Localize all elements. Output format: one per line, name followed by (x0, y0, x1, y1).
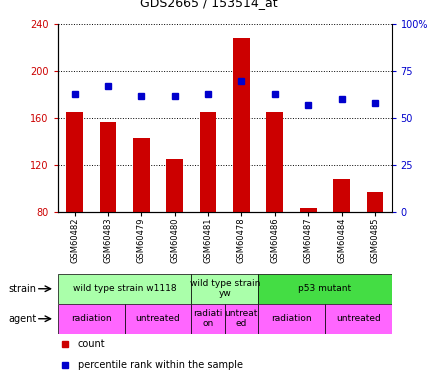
Bar (200, 112, 216, 212)
Bar (233, 39, 250, 212)
Bar (333, 179, 350, 212)
Bar (367, 192, 383, 212)
Bar (191, 274, 258, 304)
Bar (258, 274, 392, 304)
Text: untreated: untreated (336, 314, 380, 323)
Bar (58, 304, 125, 334)
Bar (58, 274, 191, 304)
Bar (325, 304, 392, 334)
Text: untreat
ed: untreat ed (225, 309, 258, 328)
Bar (225, 304, 258, 334)
Text: strain: strain (9, 284, 36, 294)
Text: GDS2665 / 153514_at: GDS2665 / 153514_at (140, 0, 278, 9)
Bar (267, 112, 283, 212)
Text: radiation: radiation (271, 314, 312, 323)
Bar (300, 209, 316, 212)
Text: count: count (78, 339, 105, 349)
Text: agent: agent (9, 314, 37, 324)
Bar (100, 122, 116, 212)
Bar (191, 304, 225, 334)
Bar (166, 159, 183, 212)
Text: wild type strain
yw: wild type strain yw (190, 279, 260, 298)
Bar (133, 138, 150, 212)
Text: radiati
on: radiati on (193, 309, 223, 328)
Text: p53 mutant: p53 mutant (298, 284, 352, 293)
Bar (125, 304, 191, 334)
Bar (66, 112, 83, 212)
Text: radiation: radiation (71, 314, 112, 323)
Text: untreated: untreated (136, 314, 180, 323)
Text: percentile rank within the sample: percentile rank within the sample (78, 360, 243, 370)
Text: wild type strain w1118: wild type strain w1118 (73, 284, 176, 293)
Bar (258, 304, 325, 334)
